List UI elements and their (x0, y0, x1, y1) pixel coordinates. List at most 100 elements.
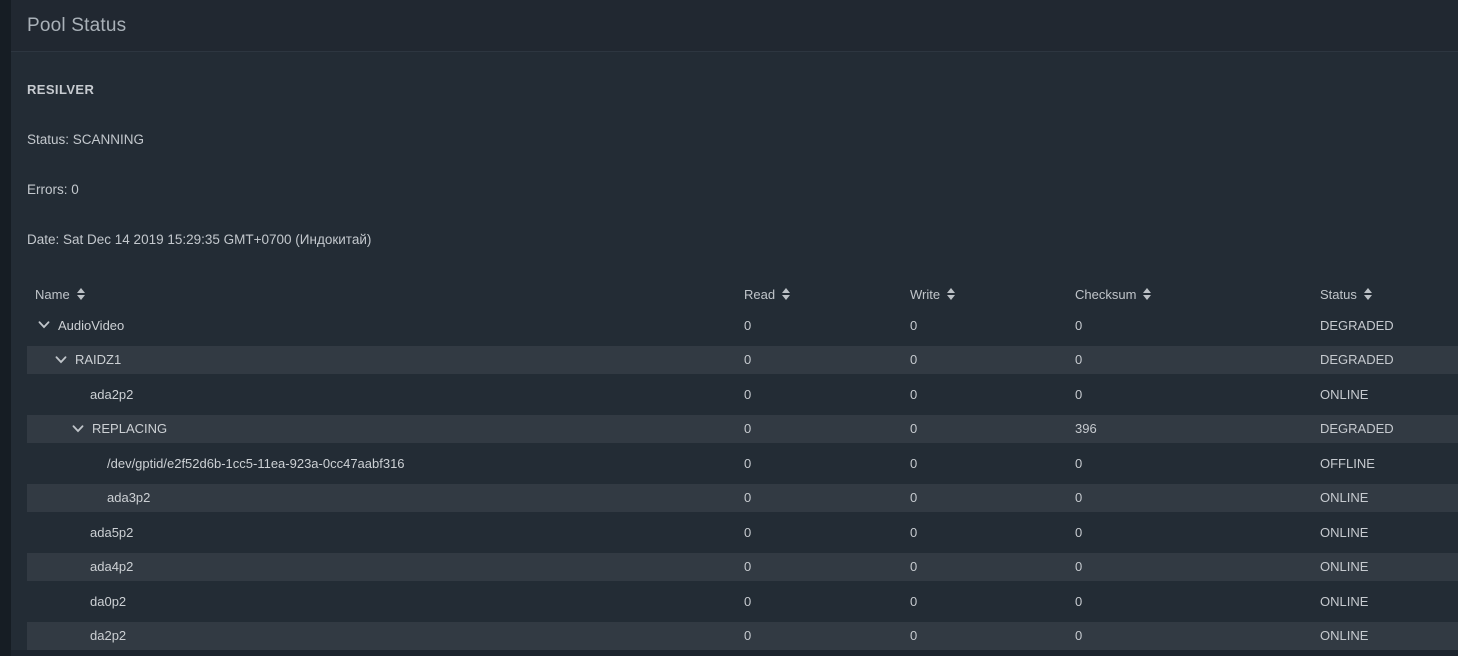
checksum-errors-cell: 0 (1075, 455, 1083, 471)
write-errors-cell: 0 (910, 524, 918, 540)
device-name: da2p2 (90, 628, 127, 644)
status-cell: DEGRADED (1320, 317, 1394, 333)
status-cell: OFFLINE (1320, 455, 1375, 471)
write-errors-cell: 0 (910, 386, 918, 402)
resilver-heading: RESILVER (27, 82, 95, 97)
status-cell: DEGRADED (1320, 352, 1394, 368)
write-errors-cell: 0 (910, 559, 918, 575)
checksum-errors-cell: 396 (1075, 421, 1097, 437)
write-errors-cell: 0 (910, 593, 918, 609)
device-name: /dev/gptid/e2f52d6b-1cc5-11ea-923a-0cc47… (107, 455, 405, 471)
column-header-label: Name (35, 286, 70, 302)
checksum-errors-cell: 0 (1075, 628, 1083, 644)
table-row[interactable]: REPLACING 0 0 396 DEGRADED (27, 412, 1458, 447)
read-errors-cell: 0 (744, 317, 752, 333)
write-errors-cell: 0 (910, 628, 918, 644)
sort-icon[interactable] (782, 288, 791, 300)
left-edge-strip (0, 0, 11, 656)
device-name-cell: /dev/gptid/e2f52d6b-1cc5-11ea-923a-0cc47… (27, 456, 744, 471)
content-area: RESILVER Status: SCANNING Errors: 0 Date… (11, 82, 1458, 653)
read-errors-cell: 0 (744, 490, 752, 506)
resilver-status-line: Status: SCANNING (27, 132, 145, 147)
table-row[interactable]: AudioVideo 0 0 0 DEGRADED (27, 308, 1458, 343)
column-header-label: Checksum (1075, 286, 1137, 302)
column-header-checksum[interactable]: Checksum (1075, 287, 1320, 302)
device-name-cell: ada2p2 (27, 387, 744, 402)
status-cell: ONLINE (1320, 386, 1369, 402)
device-name: RAIDZ1 (75, 352, 122, 368)
resilver-summary: RESILVER Status: SCANNING Errors: 0 Date… (27, 82, 1458, 247)
sort-icon[interactable] (1363, 288, 1372, 300)
table-row[interactable]: da0p2 0 0 0 ONLINE (27, 584, 1458, 619)
device-name: ada5p2 (90, 524, 134, 540)
sort-icon[interactable] (947, 288, 956, 300)
read-errors-cell: 0 (744, 559, 752, 575)
device-name: ada2p2 (90, 386, 134, 402)
main-area: Pool Status RESILVER Status: SCANNING Er… (11, 0, 1458, 656)
device-name: ada3p2 (107, 490, 151, 506)
device-name: da0p2 (90, 593, 127, 609)
column-header-label: Write (910, 286, 941, 302)
table-row[interactable]: da2p2 0 0 0 ONLINE (27, 619, 1458, 654)
checksum-errors-cell: 0 (1075, 317, 1083, 333)
table-header-row: Name Read Write Checksum Status (27, 280, 1458, 308)
status-cell: ONLINE (1320, 524, 1369, 540)
read-errors-cell: 0 (744, 628, 752, 644)
device-name-cell: da2p2 (27, 628, 744, 643)
checksum-errors-cell: 0 (1075, 386, 1083, 402)
device-name-cell: RAIDZ1 (27, 352, 744, 367)
table-row[interactable]: ada3p2 0 0 0 ONLINE (27, 481, 1458, 516)
write-errors-cell: 0 (910, 317, 918, 333)
read-errors-cell: 0 (744, 352, 752, 368)
read-errors-cell: 0 (744, 386, 752, 402)
sort-icon[interactable] (1143, 288, 1152, 300)
write-errors-cell: 0 (910, 352, 918, 368)
resilver-errors-line: Errors: 0 (27, 182, 79, 197)
status-cell: DEGRADED (1320, 421, 1394, 437)
table-body: AudioVideo 0 0 0 DEGRADED RAIDZ1 0 0 0 D… (27, 308, 1458, 653)
chevron-down-icon[interactable] (72, 425, 84, 433)
chevron-down-icon[interactable] (55, 356, 67, 364)
read-errors-cell: 0 (744, 593, 752, 609)
pool-devices-table: Name Read Write Checksum Status AudioVid… (27, 280, 1458, 653)
resilver-date-line: Date: Sat Dec 14 2019 15:29:35 GMT+0700 … (27, 232, 372, 247)
page-header: Pool Status (11, 0, 1458, 52)
column-header-read[interactable]: Read (744, 287, 910, 302)
table-row[interactable]: ada5p2 0 0 0 ONLINE (27, 515, 1458, 550)
column-header-label: Status (1320, 286, 1357, 302)
write-errors-cell: 0 (910, 455, 918, 471)
status-cell: ONLINE (1320, 628, 1369, 644)
table-row[interactable]: RAIDZ1 0 0 0 DEGRADED (27, 343, 1458, 378)
sort-icon[interactable] (76, 288, 85, 300)
status-cell: ONLINE (1320, 559, 1369, 575)
column-header-write[interactable]: Write (910, 287, 1075, 302)
device-name: ada4p2 (90, 559, 134, 575)
device-name-cell: ada3p2 (27, 490, 744, 505)
device-name-cell: REPLACING (27, 421, 744, 436)
column-header-status[interactable]: Status (1320, 287, 1458, 302)
column-header-label: Read (744, 286, 776, 302)
status-cell: ONLINE (1320, 490, 1369, 506)
device-name: AudioVideo (58, 317, 125, 333)
device-name-cell: ada5p2 (27, 525, 744, 540)
table-row[interactable]: /dev/gptid/e2f52d6b-1cc5-11ea-923a-0cc47… (27, 446, 1458, 481)
bottom-edge-strip (11, 650, 1458, 656)
read-errors-cell: 0 (744, 455, 752, 471)
table-row[interactable]: ada2p2 0 0 0 ONLINE (27, 377, 1458, 412)
write-errors-cell: 0 (910, 490, 918, 506)
page-title: Pool Status (27, 14, 127, 36)
device-name-cell: ada4p2 (27, 559, 744, 574)
checksum-errors-cell: 0 (1075, 490, 1083, 506)
device-name-cell: AudioVideo (27, 318, 744, 333)
device-name: REPLACING (92, 421, 168, 437)
checksum-errors-cell: 0 (1075, 559, 1083, 575)
read-errors-cell: 0 (744, 524, 752, 540)
column-header-name[interactable]: Name (27, 287, 744, 302)
read-errors-cell: 0 (744, 421, 752, 437)
status-cell: ONLINE (1320, 593, 1369, 609)
table-row[interactable]: ada4p2 0 0 0 ONLINE (27, 550, 1458, 585)
chevron-down-icon[interactable] (38, 321, 50, 329)
checksum-errors-cell: 0 (1075, 524, 1083, 540)
checksum-errors-cell: 0 (1075, 352, 1083, 368)
